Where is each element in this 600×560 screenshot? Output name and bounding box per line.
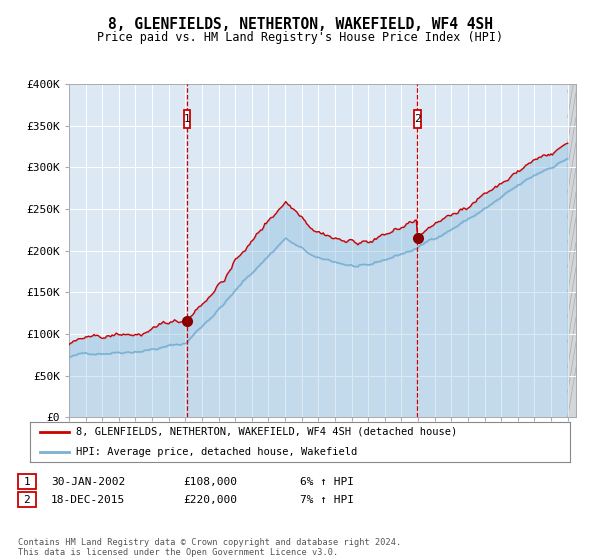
- Text: 30-JAN-2002: 30-JAN-2002: [51, 477, 125, 487]
- Text: 7% ↑ HPI: 7% ↑ HPI: [300, 494, 354, 505]
- Text: 18-DEC-2015: 18-DEC-2015: [51, 494, 125, 505]
- Text: 1: 1: [184, 114, 190, 124]
- Text: 6% ↑ HPI: 6% ↑ HPI: [300, 477, 354, 487]
- Text: 8, GLENFIELDS, NETHERTON, WAKEFIELD, WF4 4SH (detached house): 8, GLENFIELDS, NETHERTON, WAKEFIELD, WF4…: [76, 427, 457, 437]
- Text: Contains HM Land Registry data © Crown copyright and database right 2024.
This d: Contains HM Land Registry data © Crown c…: [18, 538, 401, 557]
- FancyBboxPatch shape: [184, 110, 190, 128]
- Text: 1: 1: [23, 477, 31, 487]
- Text: £220,000: £220,000: [183, 494, 237, 505]
- Text: £108,000: £108,000: [183, 477, 237, 487]
- FancyBboxPatch shape: [414, 110, 421, 128]
- Text: 2: 2: [414, 114, 421, 124]
- Text: Price paid vs. HM Land Registry's House Price Index (HPI): Price paid vs. HM Land Registry's House …: [97, 31, 503, 44]
- Text: HPI: Average price, detached house, Wakefield: HPI: Average price, detached house, Wake…: [76, 447, 357, 457]
- Text: 2: 2: [23, 494, 31, 505]
- Text: 8, GLENFIELDS, NETHERTON, WAKEFIELD, WF4 4SH: 8, GLENFIELDS, NETHERTON, WAKEFIELD, WF4…: [107, 17, 493, 32]
